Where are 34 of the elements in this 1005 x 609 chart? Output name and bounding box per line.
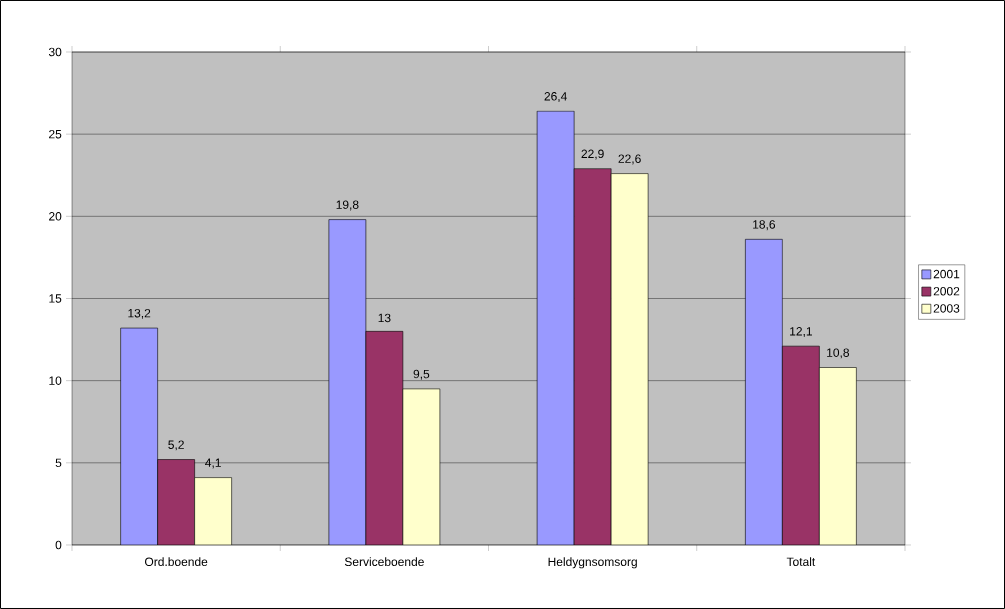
data-label: 22,6 — [618, 154, 641, 165]
data-label: 12,1 — [790, 327, 812, 337]
data-label: 4,1 — [205, 458, 221, 469]
legend-label: 2002 — [933, 286, 960, 296]
bar — [120, 327, 158, 545]
bar — [157, 459, 195, 545]
data-label: 13 — [378, 313, 391, 323]
data-label: 22,9 — [581, 149, 604, 160]
y-tick-label: 25 — [49, 129, 62, 139]
y-tick-label: 0 — [55, 540, 62, 550]
y-tick-label: 30 — [48, 47, 62, 57]
x-tick-label: Heldygnsomsorg — [548, 557, 637, 569]
y-tick-label: 10 — [49, 376, 62, 385]
legend-label: 2001 — [933, 269, 960, 279]
data-label: 9,5 — [413, 369, 430, 380]
bar — [328, 219, 367, 545]
data-label: 19,8 — [336, 200, 359, 211]
bar — [536, 110, 575, 545]
bar — [782, 345, 820, 545]
x-tick-label: Totalt — [786, 557, 816, 566]
data-label: 10,8 — [827, 348, 850, 359]
y-tick-label: 15 — [49, 294, 62, 303]
y-tick-label: 20 — [49, 212, 62, 221]
data-label: 18,6 — [753, 220, 776, 231]
data-label: 26,4 — [544, 92, 567, 102]
y-tick-label: 5 — [55, 458, 62, 467]
bar — [573, 168, 612, 545]
x-tick-label: Serviceboende — [344, 557, 424, 566]
bar — [745, 239, 783, 545]
data-label: 13,2 — [128, 308, 151, 319]
legend-label: 2003 — [933, 304, 960, 313]
bar — [365, 331, 404, 545]
data-label: 5,2 — [168, 440, 184, 451]
x-tick-label: Ord.boende — [145, 557, 208, 566]
